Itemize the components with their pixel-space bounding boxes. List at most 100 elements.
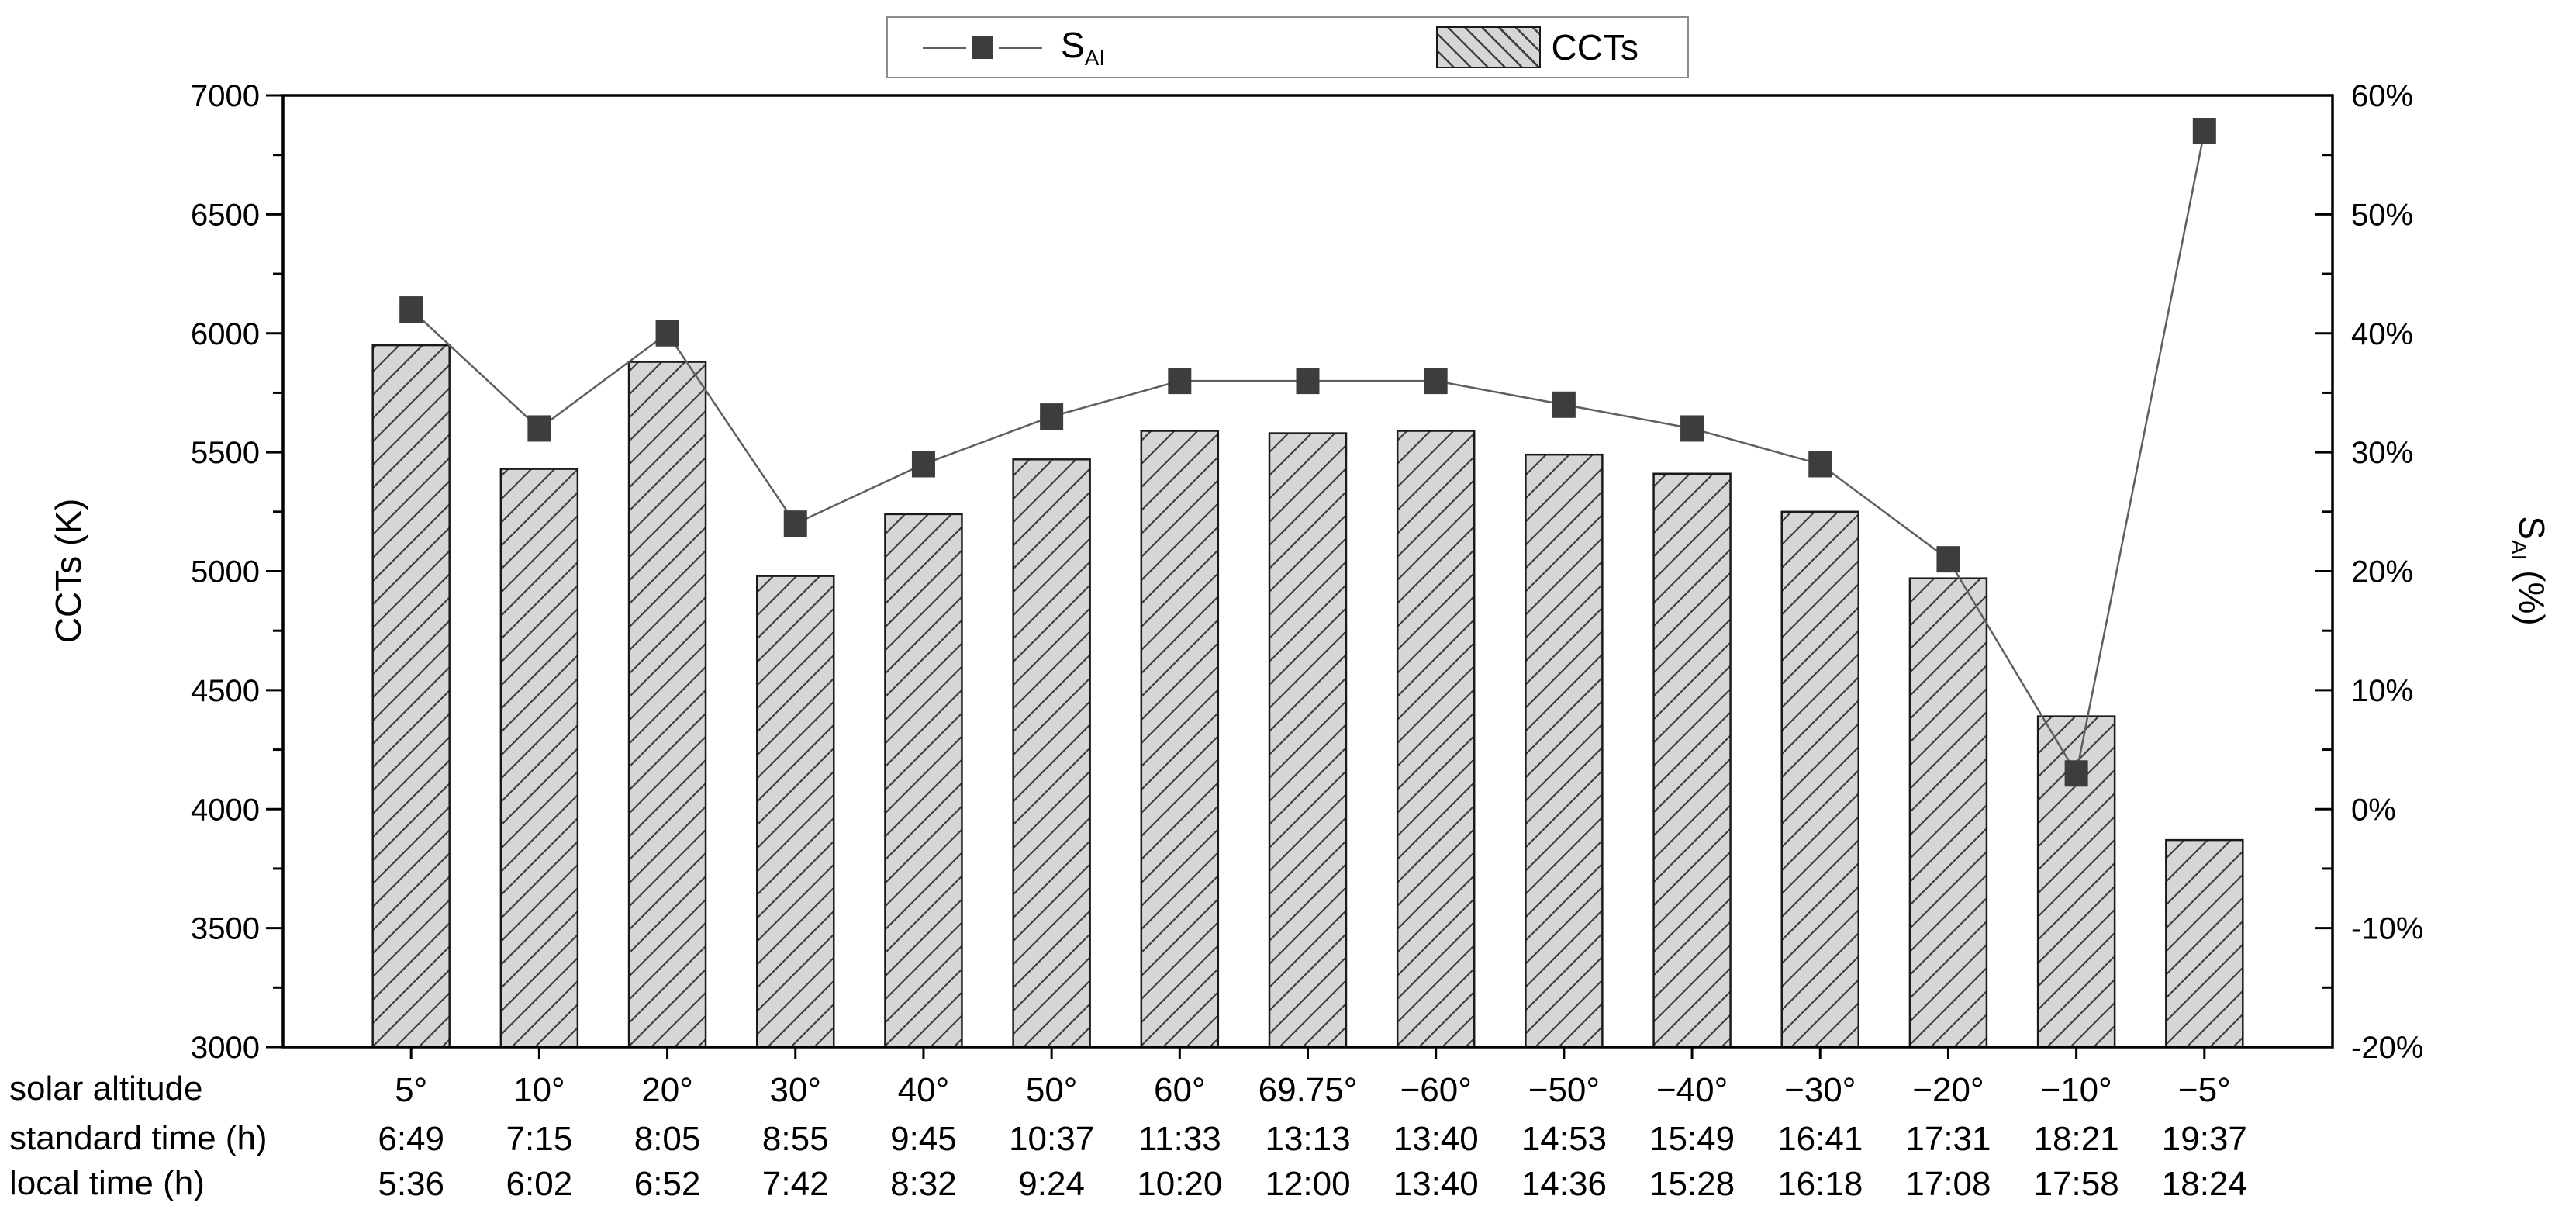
sai-marker-−10°: [2064, 760, 2088, 787]
sai-marker-20°: [655, 320, 679, 347]
xrow-altitude-value: −5°: [2178, 1071, 2231, 1109]
xrow-altitude-value: −40°: [1656, 1071, 1728, 1109]
bar-ccts-10°: [499, 468, 579, 1049]
right-axis-tick-label: 20%: [2351, 555, 2413, 589]
xrow-standard-time-value: 16:41: [1777, 1120, 1863, 1158]
right-axis-tick-label: -20%: [2351, 1031, 2423, 1065]
xrow-altitude-value: 20°: [641, 1071, 693, 1109]
xrow-local-time-value: 14:36: [1521, 1165, 1607, 1203]
xrow-local-time-value: 10:20: [1137, 1165, 1222, 1203]
sai-marker-−50°: [1552, 391, 1576, 418]
xrow-standard-time-value: 9:45: [890, 1120, 957, 1158]
xrow-standard-time-value: 7:15: [506, 1120, 573, 1158]
left-axis-tick-label: 5000: [191, 555, 260, 589]
xrow-standard-time-value: 13:40: [1393, 1120, 1479, 1158]
xrow-local-time-value: 15:28: [1649, 1165, 1735, 1203]
xrow-local-time-value: 18:24: [2162, 1165, 2247, 1203]
row-header-standard-time: standard time (h): [9, 1119, 268, 1157]
legend-line-marker-icon: [923, 36, 1042, 59]
sai-marker-50°: [1040, 403, 1064, 430]
row-header-local-time: local time (h): [9, 1164, 205, 1202]
sai-marker-−5°: [2192, 118, 2216, 145]
left-axis-tick-label: 6000: [191, 317, 260, 351]
right-axis-tick-label: -10%: [2351, 912, 2423, 946]
xrow-altitude-value: −10°: [2041, 1071, 2112, 1109]
xrow-standard-time-value: 6:49: [378, 1120, 444, 1158]
sai-marker-10°: [527, 415, 551, 442]
xrow-local-time-value: 16:18: [1777, 1165, 1863, 1203]
xrow-standard-time-value: 17:31: [1905, 1120, 1991, 1158]
right-axis-tick-label: 50%: [2351, 198, 2413, 232]
bar-ccts-40°: [884, 513, 963, 1049]
xrow-local-time-value: 13:40: [1393, 1165, 1479, 1203]
right-axis-tick-label: 40%: [2351, 317, 2413, 351]
sai-marker-69.75°: [1296, 368, 1320, 395]
right-axis-tick-label: 60%: [2351, 79, 2413, 113]
xrow-altitude-value: −60°: [1400, 1071, 1472, 1109]
xrow-local-time-value: 7:42: [762, 1165, 829, 1203]
right-axis-title: SAI (%): [2507, 516, 2552, 626]
xrow-standard-time-value: 19:37: [2162, 1120, 2247, 1158]
legend: SAI CCTs: [886, 16, 1689, 78]
xrow-altitude-value: −50°: [1528, 1071, 1600, 1109]
xrow-standard-time-value: 8:05: [634, 1120, 701, 1158]
legend-ccts-label: CCTs: [1551, 27, 1638, 67]
sai-marker-5°: [399, 296, 423, 323]
xrow-standard-time-value: 11:33: [1138, 1120, 1221, 1158]
right-axis-tick-label: 0%: [2351, 793, 2396, 827]
right-axis-tick-label: 30%: [2351, 436, 2413, 470]
xrow-local-time-value: 6:52: [634, 1165, 701, 1203]
xrow-local-time-value: 5:36: [378, 1165, 444, 1203]
sai-marker-−60°: [1424, 368, 1448, 395]
row-header-solar-altitude: solar altitude: [9, 1070, 203, 1108]
xrow-altitude-value: 5°: [395, 1071, 427, 1109]
xrow-local-time-value: 17:08: [1905, 1165, 1991, 1203]
bar-ccts-30°: [756, 575, 835, 1049]
bar-ccts-50°: [1012, 458, 1091, 1049]
left-axis-tick-label: 3000: [191, 1031, 260, 1065]
bar-ccts-−40°: [1652, 472, 1732, 1049]
xrow-altitude-value: 60°: [1154, 1071, 1206, 1109]
bar-ccts-−30°: [1780, 510, 1859, 1049]
sai-marker-−30°: [1808, 451, 1832, 478]
legend-sai-label: SAI: [1061, 25, 1106, 70]
sai-marker-40°: [911, 451, 935, 478]
sai-marker-60°: [1168, 368, 1192, 395]
bar-ccts-60°: [1140, 430, 1220, 1049]
xrow-altitude-value: 10°: [513, 1071, 565, 1109]
xrow-local-time-value: 17:58: [2034, 1165, 2119, 1203]
sai-marker-−20°: [1936, 546, 1960, 573]
left-axis-tick-label: 3500: [191, 912, 260, 946]
sai-marker-−40°: [1680, 415, 1704, 442]
left-axis-tick-label: 5500: [191, 436, 260, 470]
xrow-altitude-value: 50°: [1026, 1071, 1078, 1109]
xrow-standard-time-value: 13:13: [1265, 1120, 1350, 1158]
left-axis-tick-label: 7000: [191, 79, 260, 113]
legend-hatch-swatch-icon: [1435, 26, 1541, 68]
xrow-local-time-value: 9:24: [1018, 1165, 1085, 1203]
xrow-local-time-value: 8:32: [890, 1165, 957, 1203]
left-axis-tick-label: 4000: [191, 793, 260, 827]
sai-marker-30°: [783, 510, 807, 537]
xrow-altitude-value: 69.75°: [1259, 1071, 1358, 1109]
bar-ccts-20°: [627, 361, 707, 1049]
xrow-local-time-value: 6:02: [506, 1165, 573, 1203]
bar-ccts-−20°: [1908, 577, 1988, 1049]
bar-ccts-69.75°: [1268, 432, 1348, 1049]
xrow-standard-time-value: 18:21: [2034, 1120, 2119, 1158]
bar-ccts-5°: [371, 344, 451, 1049]
bar-ccts-−5°: [2165, 838, 2244, 1049]
xrow-standard-time-value: 10:37: [1009, 1120, 1094, 1158]
xrow-standard-time-value: 14:53: [1521, 1120, 1607, 1158]
left-axis-tick-label: 6500: [191, 198, 260, 232]
right-axis-tick-label: 10%: [2351, 674, 2413, 708]
xrow-standard-time-value: 15:49: [1649, 1120, 1735, 1158]
left-axis-tick-label: 4500: [191, 674, 260, 708]
left-axis-title: CCTs (K): [48, 498, 88, 644]
xrow-altitude-value: −20°: [1912, 1071, 1984, 1109]
xrow-altitude-value: 40°: [898, 1071, 950, 1109]
xrow-local-time-value: 12:00: [1265, 1165, 1350, 1203]
bar-ccts-−60°: [1396, 430, 1476, 1049]
